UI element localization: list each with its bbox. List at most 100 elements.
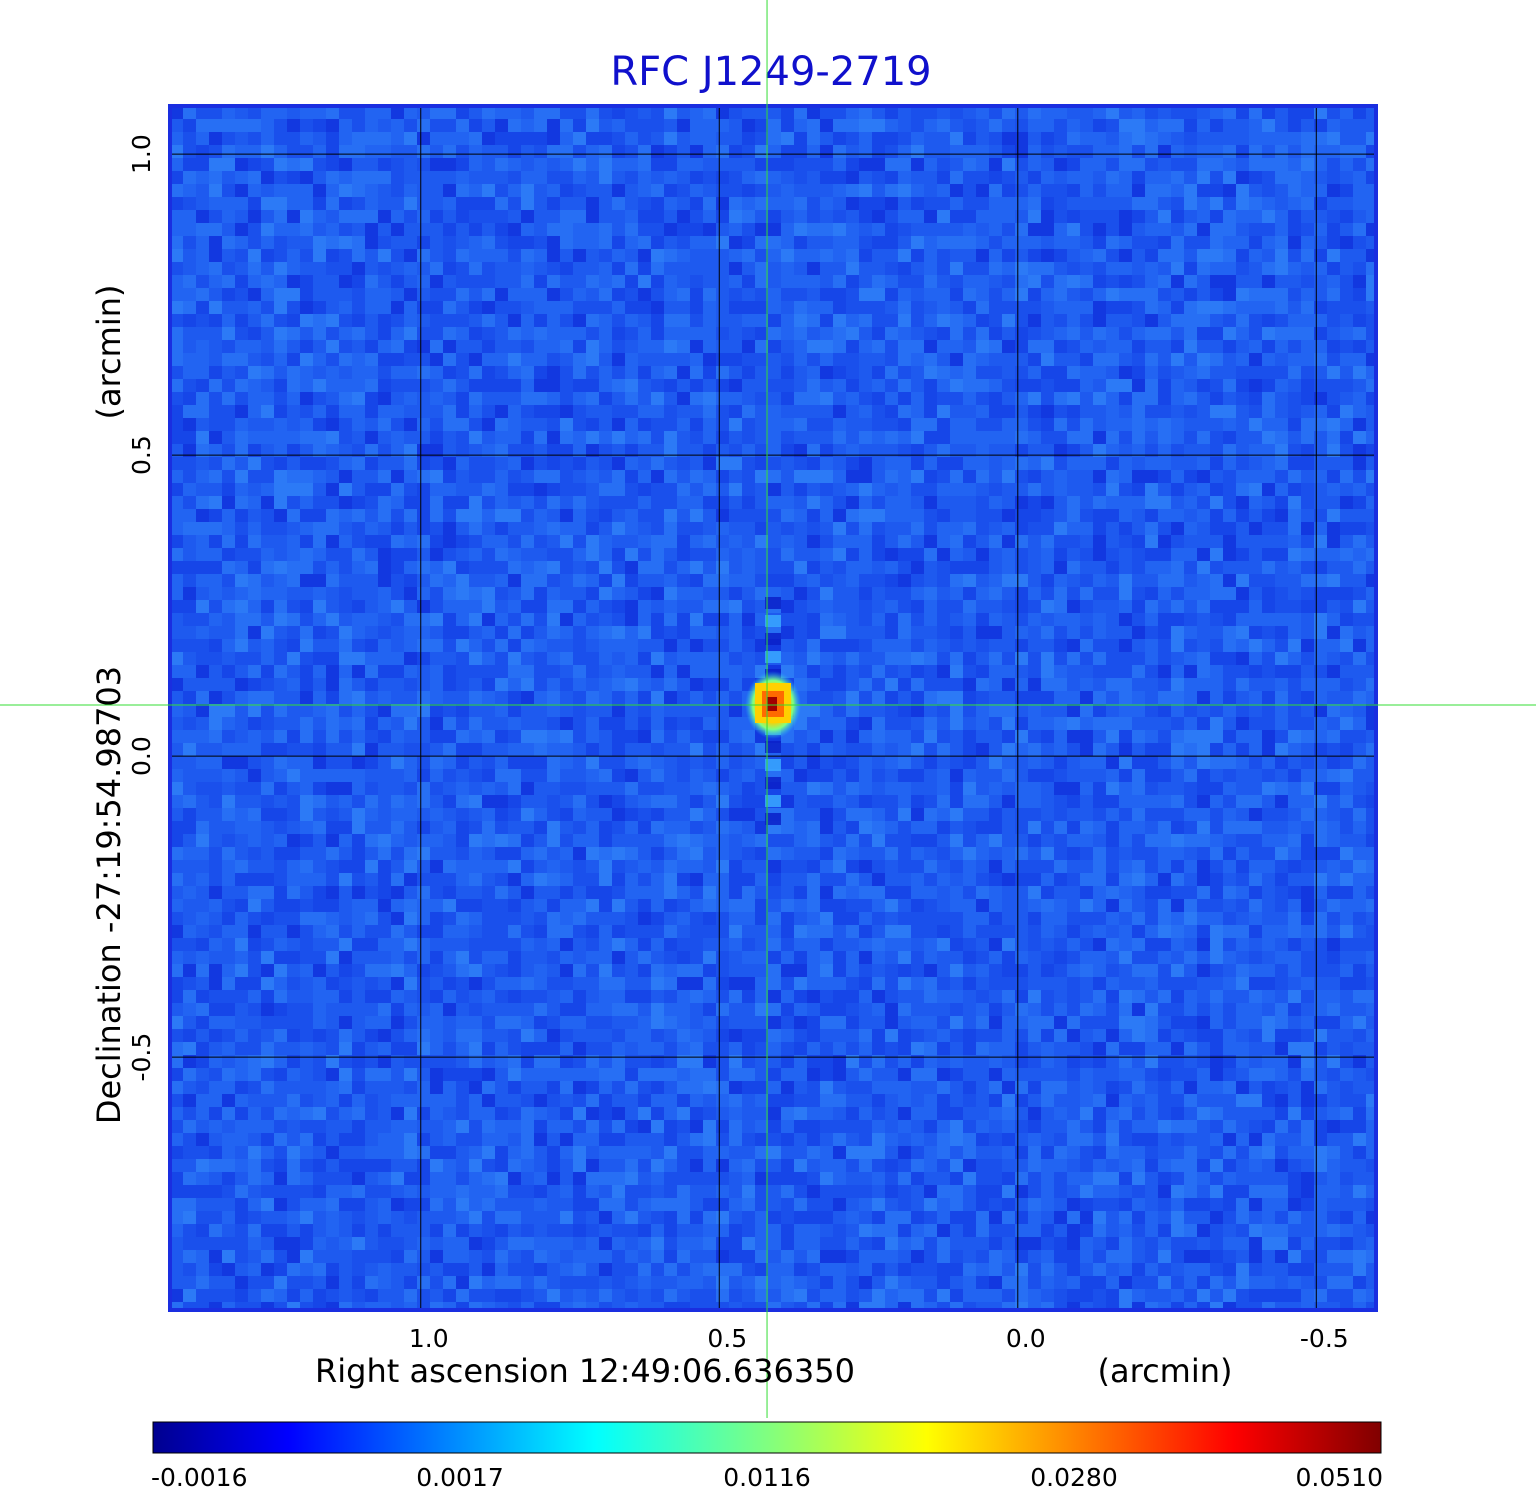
noise-pixel [1119, 704, 1132, 717]
noise-pixel [599, 639, 612, 652]
noise-pixel [729, 730, 742, 743]
noise-pixel [1015, 418, 1028, 431]
noise-pixel [1080, 158, 1093, 171]
noise-pixel [1262, 223, 1275, 236]
noise-pixel [248, 977, 261, 990]
noise-pixel [339, 392, 352, 405]
noise-pixel [716, 392, 729, 405]
noise-pixel [1288, 288, 1301, 301]
noise-pixel [300, 522, 313, 535]
noise-pixel [1145, 106, 1158, 119]
noise-pixel [729, 171, 742, 184]
noise-pixel [586, 587, 599, 600]
noise-pixel [313, 665, 326, 678]
noise-pixel [534, 665, 547, 678]
noise-pixel [1366, 249, 1376, 262]
noise-pixel [586, 951, 599, 964]
noise-pixel [846, 171, 859, 184]
noise-pixel [1054, 795, 1067, 808]
noise-pixel [430, 782, 443, 795]
noise-pixel [1145, 444, 1158, 457]
noise-pixel [1119, 145, 1132, 158]
noise-pixel [963, 613, 976, 626]
noise-pixel [703, 314, 716, 327]
noise-pixel [287, 444, 300, 457]
noise-pixel [781, 509, 794, 522]
noise-pixel [1145, 808, 1158, 821]
noise-pixel [1132, 119, 1145, 132]
noise-pixel [586, 691, 599, 704]
noise-pixel [1158, 912, 1171, 925]
noise-pixel [1236, 145, 1249, 158]
noise-pixel [1249, 106, 1262, 119]
noise-pixel [508, 600, 521, 613]
noise-pixel [1145, 613, 1158, 626]
noise-pixel [1015, 717, 1028, 730]
noise-pixel [690, 678, 703, 691]
noise-pixel [326, 171, 339, 184]
noise-pixel [391, 977, 404, 990]
noise-pixel [196, 821, 209, 834]
noise-pixel [1353, 548, 1366, 561]
noise-pixel [170, 366, 183, 379]
noise-pixel [339, 600, 352, 613]
noise-pixel [625, 106, 638, 119]
noise-pixel [677, 210, 690, 223]
noise-pixel [339, 951, 352, 964]
noise-pixel [703, 119, 716, 132]
noise-pixel [573, 119, 586, 132]
noise-pixel [235, 743, 248, 756]
noise-pixel [521, 847, 534, 860]
noise-pixel [1275, 444, 1288, 457]
noise-pixel [274, 509, 287, 522]
noise-pixel [1184, 769, 1197, 782]
noise-pixel [599, 509, 612, 522]
noise-pixel [794, 990, 807, 1003]
noise-pixel [1080, 184, 1093, 197]
noise-pixel [248, 145, 261, 158]
noise-pixel [560, 431, 573, 444]
noise-pixel [664, 379, 677, 392]
noise-pixel [404, 938, 417, 951]
noise-pixel [1145, 457, 1158, 470]
noise-pixel [1106, 470, 1119, 483]
noise-pixel [443, 769, 456, 782]
noise-pixel [508, 548, 521, 561]
noise-pixel [1171, 197, 1184, 210]
noise-pixel [339, 197, 352, 210]
noise-pixel [547, 548, 560, 561]
noise-pixel [924, 600, 937, 613]
noise-pixel [235, 535, 248, 548]
noise-pixel [1275, 236, 1288, 249]
noise-pixel [170, 782, 183, 795]
noise-pixel [898, 574, 911, 587]
noise-pixel [1041, 431, 1054, 444]
noise-pixel [1145, 262, 1158, 275]
noise-pixel [248, 262, 261, 275]
noise-pixel [404, 808, 417, 821]
noise-pixel [1106, 587, 1119, 600]
noise-pixel [1327, 899, 1340, 912]
noise-pixel [586, 535, 599, 548]
noise-pixel [638, 951, 651, 964]
noise-pixel [339, 561, 352, 574]
noise-pixel [508, 665, 521, 678]
noise-pixel [651, 327, 664, 340]
noise-pixel [1366, 327, 1376, 340]
noise-pixel [742, 132, 755, 145]
noise-pixel [417, 834, 430, 847]
noise-pixel [443, 626, 456, 639]
noise-pixel [846, 509, 859, 522]
noise-pixel [170, 132, 183, 145]
noise-pixel [417, 912, 430, 925]
noise-pixel [937, 327, 950, 340]
noise-pixel [248, 444, 261, 457]
noise-pixel [1158, 236, 1171, 249]
noise-pixel [196, 613, 209, 626]
noise-pixel [963, 145, 976, 158]
noise-pixel [1314, 418, 1327, 431]
noise-pixel [1119, 873, 1132, 886]
noise-pixel [703, 457, 716, 470]
noise-pixel [170, 431, 183, 444]
noise-pixel [911, 275, 924, 288]
